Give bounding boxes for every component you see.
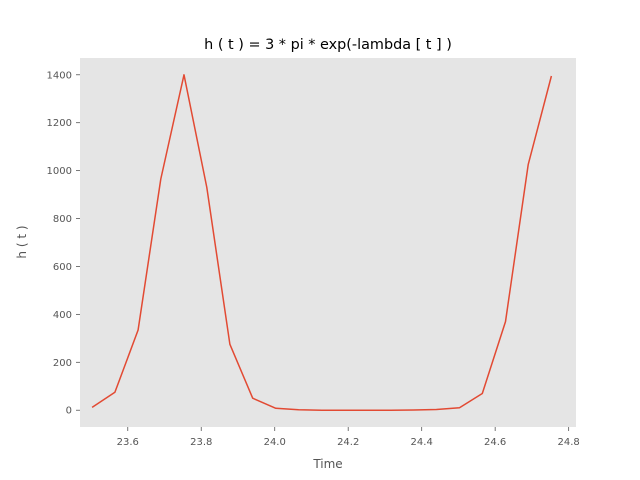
y-axis: 0 200 400 600 800 1000 1200 1400 <box>47 70 80 417</box>
x-tick-label: 23.6 <box>117 437 139 448</box>
y-tick-label: 1200 <box>47 118 72 129</box>
y-tick-label: 1400 <box>47 70 72 81</box>
series-line <box>91 74 553 411</box>
plot-area <box>80 58 576 427</box>
x-tick-label: 24.6 <box>484 437 506 448</box>
y-tick-label: 0 <box>66 406 72 417</box>
x-tick-label: 23.8 <box>190 437 212 448</box>
x-axis-label: Time <box>312 457 342 471</box>
x-axis: 23.6 23.8 24.0 24.2 24.4 24.6 24.8 <box>117 427 580 448</box>
x-tick-label: 24.2 <box>337 437 359 448</box>
y-tick-label: 800 <box>53 214 72 225</box>
chart-title: h ( t ) = 3 * pi * exp(-lambda [ t ] ) <box>204 37 452 53</box>
x-tick-label: 24.4 <box>411 437 433 448</box>
x-tick-label: 24.8 <box>558 437 580 448</box>
y-tick-label: 1000 <box>47 166 72 177</box>
y-tick-label: 400 <box>53 310 72 321</box>
y-tick-label: 200 <box>53 358 72 369</box>
x-tick-label: 24.0 <box>264 437 286 448</box>
y-axis-label: h ( t ) <box>15 225 29 258</box>
y-tick-label: 600 <box>53 262 72 273</box>
